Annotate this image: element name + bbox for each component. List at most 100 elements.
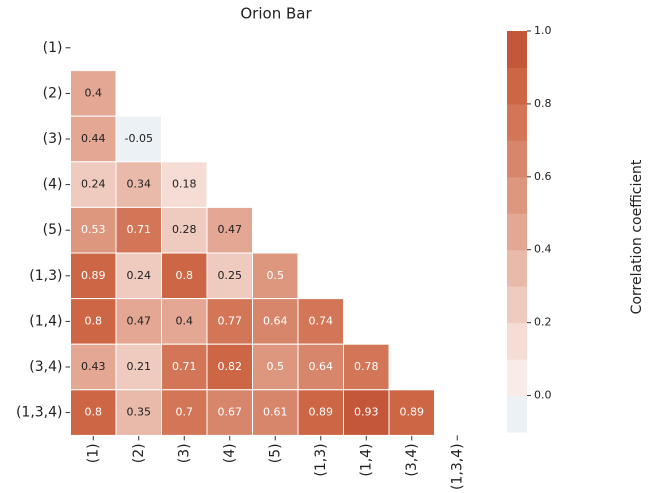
cell-label: 0.7 <box>176 406 194 419</box>
heatmap-cell <box>252 343 299 391</box>
colorbar-band <box>507 359 527 397</box>
y-tick-label: (3,4) <box>29 359 62 375</box>
colorbar-tick-label: 0.4 <box>534 243 552 256</box>
heatmap-cell <box>70 115 117 163</box>
cell-label: 0.21 <box>127 360 152 373</box>
cell-label: 0.47 <box>218 223 243 236</box>
cell-label: 0.78 <box>354 360 379 373</box>
cell-label: 0.8 <box>85 314 103 327</box>
cell-label: 0.4 <box>176 314 194 327</box>
cell-label: 0.24 <box>127 269 152 282</box>
colorbar-tick-label: 0.8 <box>534 97 552 110</box>
x-tick-label: (2) <box>131 443 147 463</box>
cell-label: 0.89 <box>81 269 106 282</box>
colorbar-band <box>507 213 527 251</box>
y-tick-label: (2) <box>43 85 63 101</box>
x-tick-label: (3,4) <box>404 443 420 476</box>
cell-label: 0.47 <box>127 314 152 327</box>
heatmap-cell <box>115 206 162 254</box>
colorbar-band <box>507 286 527 324</box>
x-tick-label: (3) <box>176 443 192 463</box>
cell-label: 0.5 <box>267 360 285 373</box>
x-tick-label: (5) <box>267 443 283 463</box>
y-tick-label: (5) <box>43 222 63 238</box>
colorbar-band <box>507 140 527 178</box>
cell-label: 0.28 <box>172 223 197 236</box>
x-tick-label: (1,4) <box>358 443 374 476</box>
heatmap-cell <box>70 389 117 436</box>
cell-label: 0.74 <box>309 314 334 327</box>
cell-label: 0.34 <box>127 178 152 191</box>
cell-label: 0.77 <box>218 314 243 327</box>
x-tick-label: (1) <box>85 443 101 463</box>
heatmap-cell <box>343 389 390 436</box>
cell-label: 0.4 <box>85 86 103 99</box>
x-tick-label: (1,3) <box>313 443 329 476</box>
cell-label: 0.5 <box>267 269 285 282</box>
cell-label: 0.53 <box>81 223 106 236</box>
cell-label: 0.25 <box>218 269 243 282</box>
cell-label: 0.24 <box>81 178 106 191</box>
cell-label: 0.64 <box>309 360 334 373</box>
cell-label: 0.8 <box>85 406 103 419</box>
heatmap-cell <box>70 298 117 345</box>
heatmap-cell <box>388 389 435 436</box>
heatmap-cell <box>206 252 253 300</box>
colorbar-label: Correlation coefficient <box>629 159 645 314</box>
chart-title: Orion Bar <box>240 5 312 23</box>
heatmap-cell <box>115 115 162 163</box>
colorbar-band <box>507 176 527 214</box>
x-tick-label: (4) <box>222 443 238 463</box>
heatmap-cell <box>161 252 208 300</box>
heatmap-cell <box>70 343 117 391</box>
cell-label: 0.71 <box>127 223 152 236</box>
colorbar-tick-label: 1.0 <box>534 24 552 37</box>
x-tick-label: (1,3,4) <box>449 443 465 490</box>
cell-label: 0.44 <box>81 132 106 145</box>
colorbar-band <box>507 322 527 360</box>
colorbar-band <box>507 395 527 433</box>
heatmap-cell <box>343 343 390 391</box>
y-tick-label: (1,3,4) <box>16 405 63 421</box>
heatmap-cell <box>252 389 299 436</box>
colorbar-tick-label: 0.0 <box>534 389 552 402</box>
heatmap-cell <box>115 343 162 391</box>
cell-label: 0.89 <box>309 406 334 419</box>
heatmap-cell <box>161 389 208 436</box>
cell-label: 0.82 <box>218 360 243 373</box>
colorbar-tick-label: 0.2 <box>534 316 552 329</box>
y-tick-label: (4) <box>43 177 63 193</box>
cell-label: 0.35 <box>127 406 152 419</box>
y-tick-label: (3) <box>43 131 63 147</box>
heatmap-cell <box>115 252 162 300</box>
heatmap-cell <box>161 161 208 208</box>
heatmap-cell <box>252 252 299 300</box>
cell-label: 0.18 <box>172 178 197 191</box>
cell-label: 0.67 <box>218 406 243 419</box>
colorbar-band <box>507 31 527 68</box>
cell-label: 0.93 <box>354 406 379 419</box>
heatmap-cell <box>297 343 344 391</box>
cell-label: 0.61 <box>263 406 288 419</box>
y-tick-label: (1) <box>43 40 63 56</box>
cell-label: 0.43 <box>81 360 106 373</box>
heatmap-cell <box>115 298 162 345</box>
cell-label: -0.05 <box>125 132 153 145</box>
heatmap-cell <box>206 389 253 436</box>
heatmap-cell <box>70 70 117 117</box>
heatmap-cell <box>70 161 117 208</box>
colorbar-band <box>507 103 527 141</box>
heatmap-cell <box>161 298 208 345</box>
cell-label: 0.89 <box>400 406 425 419</box>
heatmap-cell <box>206 298 253 345</box>
heatmap-cell <box>206 206 253 254</box>
cell-label: 0.71 <box>172 360 197 373</box>
cell-label: 0.8 <box>176 269 194 282</box>
heatmap-cell <box>206 343 253 391</box>
y-tick-label: (1,3) <box>29 268 62 284</box>
y-tick-label: (1,4) <box>29 313 62 329</box>
heatmap-cell <box>161 343 208 391</box>
cell-label: 0.64 <box>263 314 288 327</box>
colorbar-band <box>507 67 527 105</box>
